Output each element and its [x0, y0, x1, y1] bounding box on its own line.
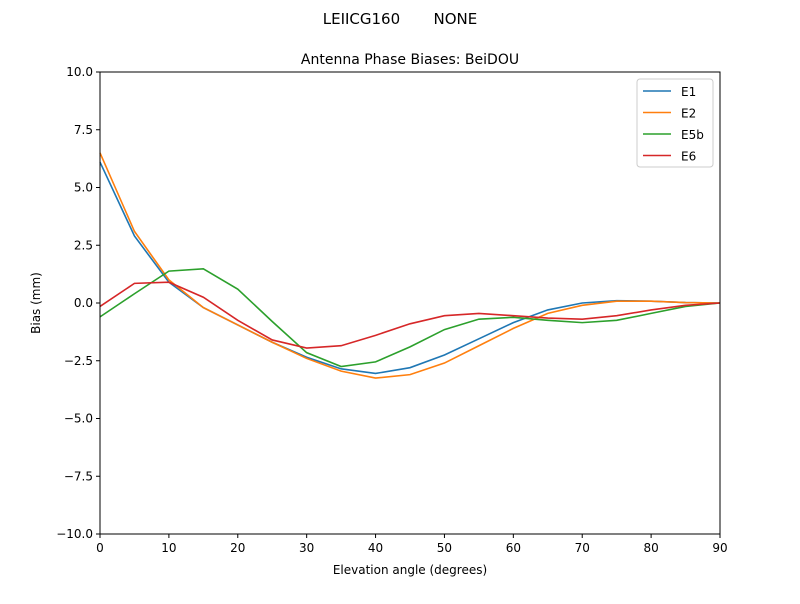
- series-line-e1: [99, 161, 721, 375]
- legend-label: E1: [681, 85, 696, 99]
- y-tick-label: −7.5: [64, 469, 93, 483]
- legend-box: [636, 78, 714, 168]
- figure-suptitle: LEIICG160 NONE: [323, 10, 478, 28]
- series-line-e2: [99, 152, 721, 379]
- legend-label: E5b: [681, 128, 704, 142]
- y-tick-label: −2.5: [64, 354, 93, 368]
- x-tick-label: 80: [643, 541, 658, 555]
- x-tick-label: 10: [161, 541, 176, 555]
- x-axis-label: Elevation angle (degrees): [333, 563, 487, 577]
- x-tick-label: 60: [506, 541, 521, 555]
- y-tick-label: −10.0: [56, 527, 93, 541]
- legend-label: E6: [681, 150, 696, 164]
- y-tick-label: 0.0: [74, 296, 93, 310]
- x-tick-label: 50: [437, 541, 452, 555]
- y-tick-label: 5.0: [74, 181, 93, 195]
- legend: E1 E2 E5b E6: [636, 78, 714, 168]
- plot-frame: [99, 71, 721, 535]
- y-tick-label: 2.5: [74, 238, 93, 252]
- x-tick-label: 90: [712, 541, 727, 555]
- chart-title: Antenna Phase Biases: BeiDOU: [301, 52, 519, 68]
- y-tick-label: 10.0: [66, 65, 93, 79]
- x-tick-label: 40: [368, 541, 383, 555]
- y-tick-label: −5.0: [64, 412, 93, 426]
- x-tick-label: 0: [96, 541, 104, 555]
- y-axis-label: Bias (mm): [29, 272, 43, 334]
- legend-label: E2: [681, 107, 696, 121]
- series-line-e5b: [99, 267, 721, 368]
- y-tick-label: 7.5: [74, 123, 93, 137]
- x-tick-label: 20: [230, 541, 245, 555]
- series-line-e6: [99, 281, 721, 349]
- x-tick-label: 30: [299, 541, 314, 555]
- x-tick-label: 70: [575, 541, 590, 555]
